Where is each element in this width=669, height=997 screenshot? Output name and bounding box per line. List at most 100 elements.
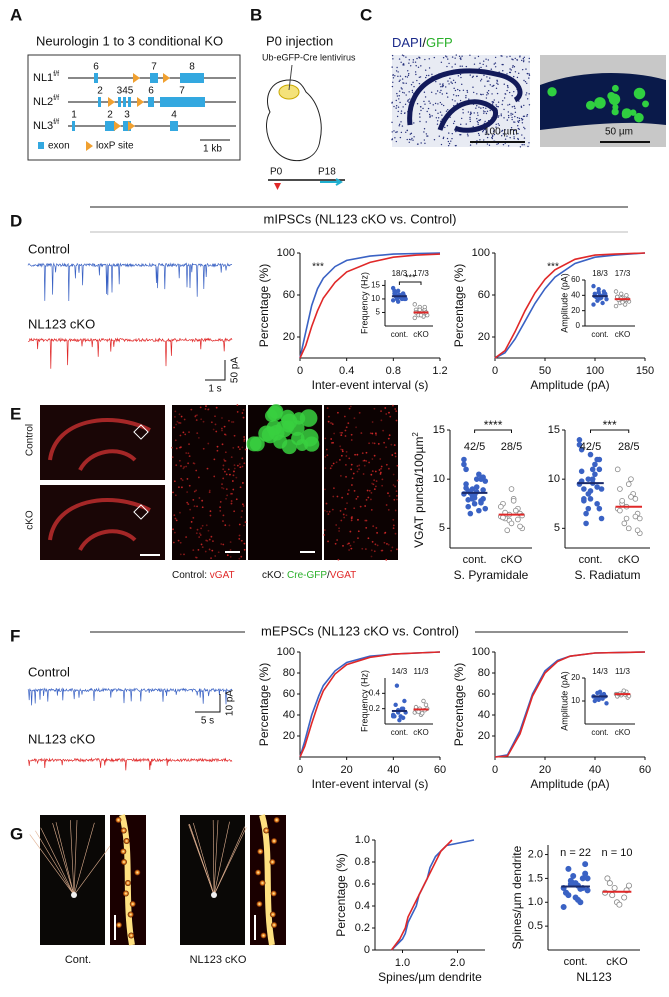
vgat-punctum (356, 495, 359, 498)
vgat-punctum (201, 506, 204, 509)
vgat-punctum (388, 411, 390, 414)
nucleus-dot (425, 76, 427, 79)
vgat-punctum (232, 421, 235, 423)
vgat-punctum (241, 446, 244, 449)
y-tick-label: 0.4 (369, 688, 381, 697)
nucleus-dot (498, 115, 500, 117)
data-point (421, 698, 426, 704)
vgat-punctum (336, 539, 339, 541)
vgat-punctum (179, 446, 181, 449)
nucleus-dot (452, 122, 455, 125)
nucleus-dot (496, 80, 499, 82)
nucleus-dot (455, 54, 457, 56)
x-tick-label: 60 (434, 764, 446, 776)
loxp-site (137, 97, 144, 107)
nucleus-dot (489, 84, 491, 86)
y-tick-label: 1.0 (528, 896, 543, 908)
spine (271, 838, 278, 844)
dendrite (189, 824, 215, 896)
vgat-punctum (393, 444, 396, 446)
nucleus-dot (521, 144, 523, 146)
image-caption-part: Cre-GFP (287, 570, 327, 581)
nucleus-dot (461, 65, 463, 67)
nucleus-dot (466, 89, 468, 92)
y-tick-label: 80 (283, 667, 295, 679)
legend-loxp: loxP site (96, 141, 134, 152)
nucleus-dot (509, 136, 511, 139)
vgat-punctum (223, 425, 226, 428)
vgat-punctum (209, 510, 212, 513)
gfp-cell (611, 108, 619, 116)
vgat-punctum (371, 432, 374, 435)
nucleus-dot (465, 97, 467, 99)
nucleus-dot (402, 82, 404, 84)
nucleus-dot (469, 74, 471, 76)
data-point (614, 466, 621, 473)
nucleus-dot (474, 57, 476, 59)
vgat-punctum (350, 484, 353, 486)
nucleus-dot (517, 120, 519, 122)
data-point (620, 300, 625, 305)
vgat-punctum (195, 419, 198, 421)
nucleus-dot (398, 125, 400, 127)
nucleus-dot (482, 129, 485, 132)
vgat-punctum (327, 420, 330, 423)
vgat-punctum (186, 491, 189, 493)
nucleus-dot (404, 75, 407, 78)
cdf-line (299, 651, 441, 758)
vgat-punctum (366, 489, 369, 492)
vgat-punctum (340, 454, 343, 457)
data-point (402, 698, 407, 704)
nucleus-dot (456, 88, 459, 91)
data-point (508, 486, 515, 492)
nucleus-dot (522, 60, 525, 63)
nucleus-dot (467, 111, 470, 113)
vgat-punctum (226, 554, 229, 557)
vgat-punctum (201, 524, 204, 527)
nucleus-dot (521, 119, 523, 121)
vgat-punctum (350, 463, 353, 466)
vgat-punctum (394, 455, 397, 458)
vgat-punctum (345, 426, 348, 429)
vgat-punctum (395, 410, 398, 413)
vgat-punctum (195, 532, 198, 535)
nucleus-dot (504, 93, 506, 95)
vgat-punctum (338, 530, 340, 532)
data-point (596, 505, 603, 512)
vgat-punctum (354, 453, 356, 456)
data-point (619, 497, 625, 504)
vgat-punctum (388, 495, 391, 497)
vgat-punctum (184, 433, 187, 436)
nucleus-dot (511, 118, 513, 121)
vgat-punctum (374, 470, 377, 473)
vgat-punctum (339, 474, 342, 477)
nucleus-dot (480, 107, 482, 109)
nucleus-dot (428, 58, 430, 60)
nucleus-dot (462, 89, 465, 92)
nucleus-dot (513, 105, 515, 108)
data-point (517, 523, 523, 530)
vgat-punctum (324, 488, 326, 491)
vgat-punctum (241, 510, 244, 512)
vgat-punctum (215, 406, 218, 409)
data-point (600, 300, 605, 306)
nucleus-dot (512, 64, 514, 67)
vgat-punctum (219, 510, 222, 512)
vgat-punctum (363, 464, 366, 467)
vgat-punctum (330, 422, 333, 424)
nucleus-dot (400, 110, 403, 112)
vgat-punctum (206, 539, 209, 542)
nucleus-dot (400, 61, 402, 63)
data-point (592, 461, 598, 468)
y-axis-label: Amplitude (pA) (559, 273, 569, 333)
nucleus-dot (424, 96, 427, 98)
vgat-punctum (173, 514, 176, 517)
vgat-punctum (233, 434, 236, 437)
vgat-punctum (240, 555, 243, 558)
nucleus-dot (511, 106, 514, 108)
vgat-punctum (371, 470, 374, 473)
nucleus-dot (503, 117, 505, 119)
vgat-punctum (211, 549, 214, 552)
nucleus-dot (528, 57, 530, 60)
nucleus-dot (483, 74, 485, 77)
